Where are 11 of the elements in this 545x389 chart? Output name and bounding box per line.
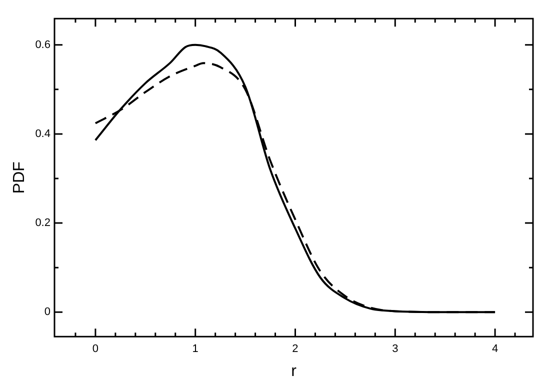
y-tick-label: 0.6 bbox=[35, 38, 50, 51]
x-tick-label: 2 bbox=[292, 343, 298, 356]
x-axis-title: r bbox=[291, 362, 298, 380]
x-tick-label: 4 bbox=[492, 343, 498, 356]
x-tick-label: 0 bbox=[92, 343, 99, 356]
y-tick-label: 0.2 bbox=[35, 217, 50, 230]
y-axis-title: PDF bbox=[11, 161, 28, 194]
y-tick-label: 0.4 bbox=[35, 128, 50, 140]
x-tick-label: 1 bbox=[192, 343, 198, 356]
x-tick-label: 3 bbox=[392, 343, 398, 356]
y-tick-label: 0 bbox=[44, 306, 50, 318]
